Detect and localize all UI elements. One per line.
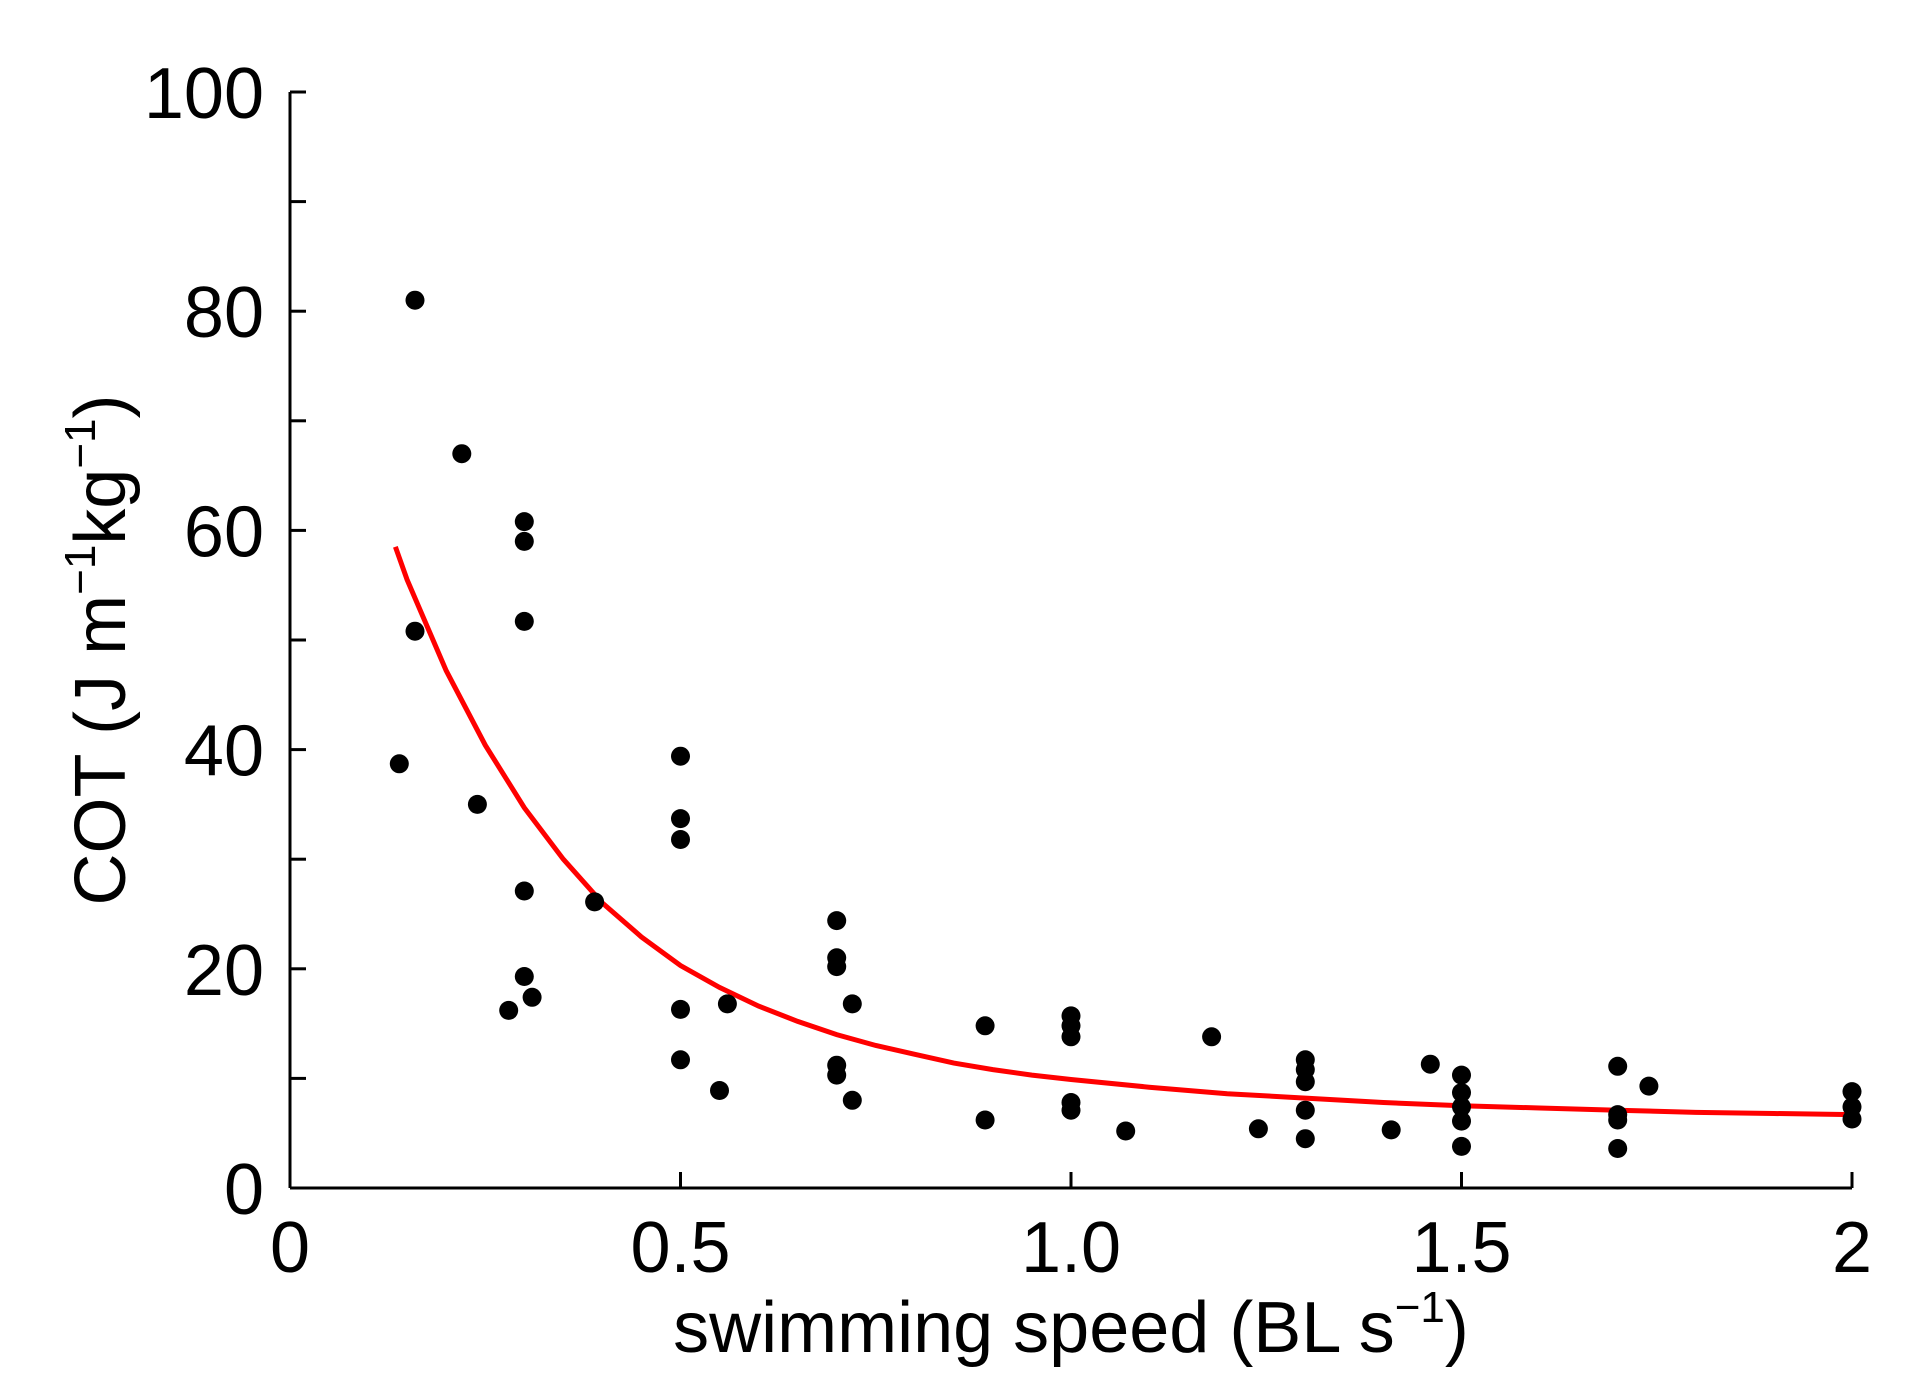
x-tick-label: 0 [270, 1208, 310, 1288]
data-point [671, 999, 690, 1019]
data-point [1452, 1136, 1471, 1156]
y-tick-label: 20 [184, 931, 264, 1011]
data-point [1608, 1110, 1628, 1130]
y-axis-title-part2: kg [61, 469, 141, 545]
data-point [499, 1000, 519, 1020]
data-point [1842, 1082, 1862, 1102]
y-tick-label: 80 [184, 273, 264, 353]
data-point [514, 531, 534, 551]
data-point [1842, 1109, 1862, 1129]
x-axis-title-text: swimming speed (BL s [673, 1288, 1395, 1368]
x-axis-title-tail: ) [1445, 1288, 1469, 1368]
data-point [467, 794, 487, 814]
data-point [671, 809, 690, 829]
data-point [1295, 1072, 1315, 1092]
data-point [1381, 1120, 1401, 1140]
data-point [1639, 1076, 1659, 1096]
x-tick-label: 1.0 [1021, 1208, 1121, 1288]
data-point [842, 994, 862, 1014]
y-tick-label: 100 [144, 54, 264, 134]
data-point [1116, 1121, 1136, 1141]
y-axis-title: COT (J m−1kg−1) [56, 394, 141, 905]
x-axis-title-superscript: −1 [1395, 1283, 1445, 1332]
data-point [514, 881, 534, 901]
data-point [1452, 1097, 1471, 1117]
data-point [671, 746, 690, 766]
data-point [389, 754, 409, 774]
data-point [671, 830, 690, 849]
data-point [1608, 1056, 1628, 1076]
data-point [405, 290, 425, 310]
data-point [1061, 1100, 1081, 1120]
y-axis-title-part1: COT (J m [61, 595, 141, 906]
ticks: 0 20 40 60 80 100 0 0.5 1.0 1.5 2 [144, 54, 1872, 1288]
fit-curve-layer [393, 545, 1853, 1118]
data-point [671, 1050, 690, 1070]
data-point [827, 911, 847, 931]
data-point [1420, 1054, 1440, 1074]
data-point [842, 1090, 862, 1110]
data-point [1202, 1027, 1222, 1047]
data-point [1061, 1027, 1081, 1047]
x-tick-label: 1.5 [1411, 1208, 1511, 1288]
y-tick-label: 40 [184, 712, 264, 792]
data-point [1452, 1065, 1471, 1085]
data-point [710, 1081, 729, 1100]
x-tick-label: 0.5 [630, 1208, 730, 1288]
data-point [1452, 1083, 1471, 1103]
fit-curve [393, 545, 1853, 1118]
y-axis-title-sup2: −1 [56, 418, 105, 468]
data-point [522, 987, 542, 1007]
data-point [827, 1065, 847, 1085]
data-point [514, 611, 534, 631]
data-point [975, 1016, 995, 1036]
y-tick-label: 60 [184, 492, 264, 572]
y-axis-title-part3: ) [61, 394, 141, 418]
data-point [1295, 1100, 1315, 1120]
data-point [514, 512, 534, 532]
data-point [1608, 1139, 1628, 1158]
y-axis-title-sup1: −1 [56, 545, 105, 595]
data-point [514, 967, 534, 986]
data-points [389, 290, 1862, 1158]
data-point [585, 892, 605, 912]
y-tick-label: 0 [224, 1150, 264, 1230]
data-point [452, 444, 472, 464]
data-point [717, 994, 737, 1014]
data-point [827, 957, 847, 977]
data-point [1452, 1111, 1471, 1131]
data-point [405, 621, 425, 641]
data-point [975, 1110, 995, 1130]
x-tick-label: 2 [1832, 1208, 1872, 1288]
data-point [1295, 1129, 1315, 1149]
data-point [1248, 1119, 1268, 1139]
x-axis-title: swimming speed (BL s−1) [673, 1283, 1469, 1368]
